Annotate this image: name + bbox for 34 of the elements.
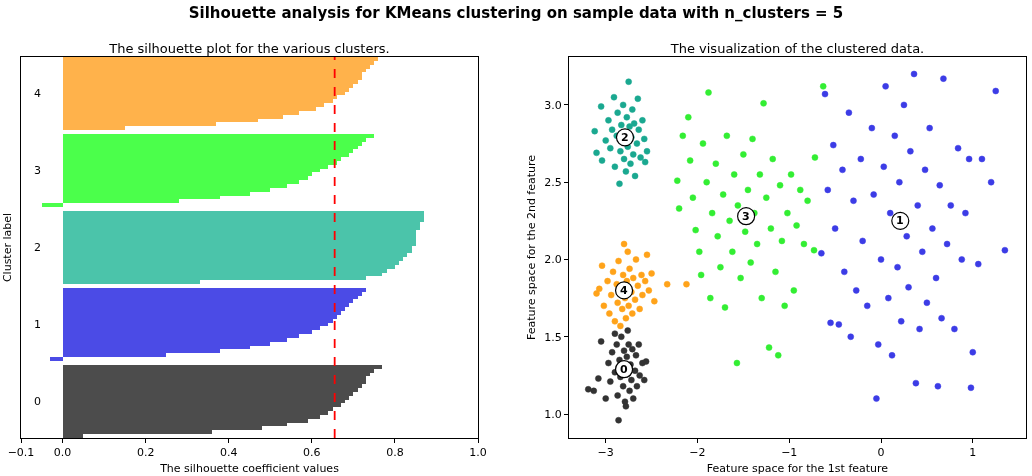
y-tick-label: 3.0 <box>544 98 562 112</box>
y-tick-label: 1.5 <box>544 330 562 344</box>
series-label: 1 <box>34 318 41 331</box>
x-axis-title: Feature space for the 1st feature <box>706 462 889 476</box>
x-tick-label: −2 <box>689 446 706 460</box>
chart-title: The silhouette plot for the various clusters. <box>108 40 390 56</box>
y-axis-title: Cluster label <box>0 212 14 283</box>
y-tick-label: 2.0 <box>544 253 562 267</box>
y-tick-label: 2.5 <box>544 176 562 190</box>
series-label: 0 <box>34 395 41 408</box>
x-tick-label: 0.2 <box>136 446 155 460</box>
x-tick-label: 0.0 <box>53 446 72 460</box>
x-axis-title: The silhouette coefficient values <box>159 462 340 476</box>
y-tick-label: 1.0 <box>544 407 562 421</box>
text: Silhouette analysis for KMeans clustering on sample data with n_clusters = 5 <box>187 4 845 22</box>
x-tick-label: 0.8 <box>386 446 404 460</box>
x-tick-label: 0.4 <box>219 446 238 460</box>
annotation: 1 <box>896 214 904 227</box>
series-label: 3 <box>34 164 41 177</box>
annotation: 3 <box>742 210 750 223</box>
series-label: 4 <box>34 87 41 100</box>
x-tick-label: 1.0 <box>469 446 487 460</box>
x-tick-label: −0.1 <box>7 446 35 460</box>
x-tick-label: 0 <box>877 446 885 460</box>
x-tick-label: 0.6 <box>303 446 321 460</box>
annotation: 4 <box>620 284 628 297</box>
y-axis-title: Feature space for the 2nd feature <box>524 154 538 341</box>
annotation: 0 <box>620 363 628 376</box>
x-tick-label: 1 <box>969 446 977 460</box>
x-tick-label: −1 <box>781 446 798 460</box>
chart-title: The visualization of the clustered data. <box>669 40 925 56</box>
series-label: 2 <box>34 241 41 254</box>
annotation: 2 <box>621 131 629 144</box>
x-tick-label: −3 <box>597 446 614 460</box>
